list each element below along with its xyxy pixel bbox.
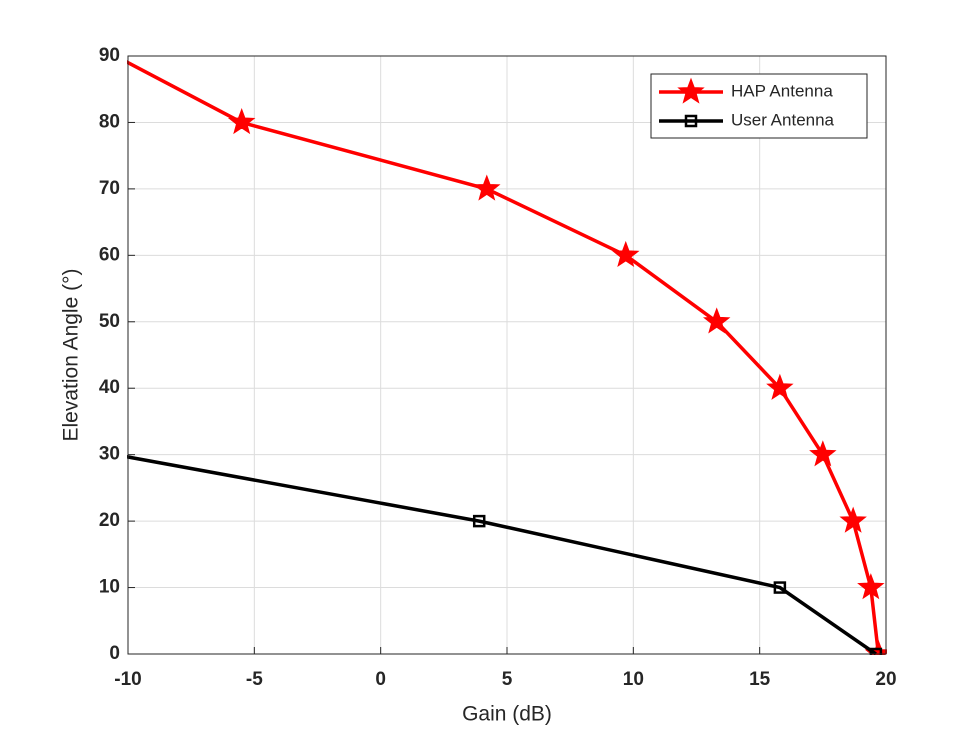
x-axis-label: Gain (dB) [462, 703, 552, 726]
y-tick-label: 90 [99, 45, 120, 66]
square-marker [472, 514, 486, 528]
series-line [127, 455, 877, 655]
y-tick-label: 80 [99, 111, 120, 132]
y-tick-label: 20 [99, 510, 120, 531]
y-tick-label: 10 [99, 577, 120, 598]
y-axis-label: Elevation Angle (°) [60, 269, 83, 442]
legend-box [650, 73, 868, 139]
square-marker [773, 581, 787, 594]
legend-label: HAP Antenna [731, 81, 833, 100]
x-tick-label: 20 [875, 669, 896, 690]
y-tick-label: 40 [99, 377, 120, 398]
legend-label: User Antenna [731, 110, 835, 129]
x-tick-label: 0 [375, 669, 386, 690]
y-tick-label: 50 [99, 311, 120, 332]
star-marker [677, 77, 705, 104]
series-line [127, 60, 881, 655]
square-marker [684, 114, 698, 128]
x-tick-label: -10 [114, 669, 141, 690]
star-marker [612, 240, 640, 268]
y-tick-label: 70 [99, 178, 120, 199]
y-tick-label: 60 [99, 244, 120, 265]
y-tick-label: 0 [109, 643, 120, 664]
star-marker [839, 506, 867, 533]
x-tick-label: 5 [502, 669, 513, 690]
star-marker [227, 108, 256, 135]
star-marker [857, 573, 885, 600]
x-tick-label: 15 [749, 669, 771, 690]
star-marker [702, 307, 731, 334]
x-tick-label: 10 [623, 669, 644, 690]
x-tick-label: -5 [246, 669, 263, 690]
star-marker [766, 373, 794, 400]
y-tick-label: 30 [99, 444, 120, 465]
star-marker [809, 440, 837, 467]
star-marker [473, 174, 501, 201]
